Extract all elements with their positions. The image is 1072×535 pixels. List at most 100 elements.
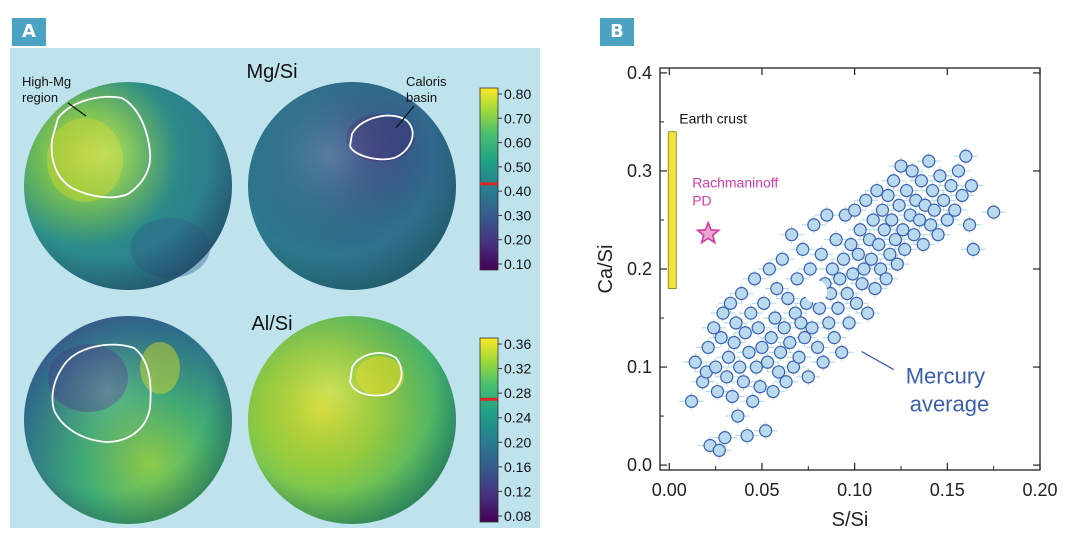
data-point bbox=[772, 365, 786, 379]
data-point bbox=[740, 429, 754, 443]
data-point bbox=[749, 360, 763, 374]
mgsi-colorbar: 0.80 0.70 0.60 0.50 0.40 0.30 0.20 0.10 bbox=[479, 86, 531, 272]
data-point bbox=[766, 384, 780, 399]
caloris-leader bbox=[395, 105, 415, 129]
data-point bbox=[825, 262, 839, 276]
data-point bbox=[736, 375, 751, 389]
data-point bbox=[835, 345, 849, 359]
data-point bbox=[794, 316, 808, 330]
data-point bbox=[775, 252, 789, 266]
data-point bbox=[937, 193, 951, 207]
data-point bbox=[710, 384, 725, 399]
annotation-layer: Mercury average Earth crust Rachmaninoff PD bbox=[667, 111, 990, 417]
element-maps-panel: Mg/Si High-Mg region Caloris basin 0.80 0… bbox=[10, 48, 540, 528]
high-mg-outline bbox=[50, 95, 152, 199]
mgsi-sphere-left bbox=[24, 82, 232, 290]
data-point bbox=[881, 188, 895, 203]
data-point bbox=[896, 223, 910, 237]
data-point bbox=[684, 394, 699, 408]
data-point bbox=[898, 242, 912, 256]
y-axis-label: Ca/Si bbox=[595, 245, 617, 294]
alsi-colorbar-tick-label: 0.12 bbox=[504, 483, 531, 499]
data-point bbox=[892, 198, 906, 212]
data-point bbox=[822, 316, 836, 330]
data-point bbox=[807, 218, 821, 232]
alsi-high-mg-outline bbox=[51, 343, 152, 443]
x-tick-label: 0.15 bbox=[930, 480, 965, 500]
data-point bbox=[861, 306, 875, 320]
data-point bbox=[792, 350, 806, 364]
data-point bbox=[829, 232, 843, 247]
data-point bbox=[872, 237, 886, 252]
data-point bbox=[779, 375, 793, 389]
high-mg-label-line1: High-Mg bbox=[22, 74, 71, 89]
high-mg-leader bbox=[67, 102, 87, 117]
point-layer bbox=[684, 149, 1001, 457]
alsi-colorbar-tick-label: 0.32 bbox=[504, 361, 531, 377]
data-point bbox=[944, 179, 958, 193]
data-point bbox=[725, 389, 739, 404]
data-point bbox=[987, 205, 1001, 219]
mercury-average-leader bbox=[861, 350, 895, 371]
data-point bbox=[914, 174, 928, 188]
alsi-sphere-right bbox=[248, 316, 456, 524]
data-point bbox=[762, 262, 776, 276]
y-tick-label: 0.3 bbox=[627, 161, 652, 181]
data-point bbox=[783, 335, 797, 350]
mercury-average-label-line2: average bbox=[910, 392, 990, 417]
data-point bbox=[940, 213, 954, 227]
data-point bbox=[964, 179, 979, 193]
data-point bbox=[786, 360, 801, 374]
data-point bbox=[709, 360, 723, 374]
data-point bbox=[770, 282, 784, 296]
data-point bbox=[866, 213, 880, 227]
earth-crust-bar bbox=[667, 131, 677, 290]
earth-crust-label: Earth crust bbox=[679, 111, 747, 127]
data-point bbox=[951, 164, 966, 178]
x-tick-label: 0.05 bbox=[744, 480, 779, 500]
rachmaninoff-star bbox=[695, 220, 721, 245]
data-point bbox=[757, 296, 771, 310]
data-point bbox=[966, 242, 980, 256]
high-mg-label-line2: region bbox=[22, 90, 58, 105]
mgsi-sphere-right bbox=[248, 82, 456, 290]
data-point bbox=[755, 340, 769, 355]
panel-b-label: B bbox=[600, 18, 634, 46]
data-point bbox=[955, 188, 969, 203]
caloris-label-line1: Caloris bbox=[406, 74, 447, 89]
alsi-title: Al/Si bbox=[251, 313, 292, 335]
data-point bbox=[734, 286, 749, 301]
data-point bbox=[959, 149, 973, 163]
data-point bbox=[877, 223, 891, 237]
data-point bbox=[805, 321, 819, 335]
data-point bbox=[716, 306, 730, 320]
data-point bbox=[846, 267, 860, 281]
data-point bbox=[747, 272, 762, 286]
data-point bbox=[738, 326, 752, 340]
y-tick-label: 0.2 bbox=[627, 259, 652, 279]
data-point bbox=[962, 218, 977, 232]
x-tick-label: 0.10 bbox=[837, 480, 872, 500]
data-point bbox=[733, 360, 747, 374]
x-tick-label: 0.20 bbox=[1022, 480, 1057, 500]
alsi-caloris-outline bbox=[349, 352, 403, 397]
data-point bbox=[912, 213, 927, 227]
data-point bbox=[731, 409, 745, 423]
data-point bbox=[870, 183, 884, 198]
axis-layer: 0.00 0.05 0.10 0.15 0.20 0.0 0.1 0.2 0.3 0.4 bbox=[627, 63, 1058, 500]
data-point bbox=[916, 237, 930, 252]
data-point bbox=[899, 183, 914, 198]
x-axis-label: S/Si bbox=[832, 509, 869, 531]
data-point bbox=[857, 262, 871, 276]
data-point bbox=[875, 203, 890, 217]
data-point bbox=[742, 345, 756, 359]
data-point bbox=[855, 277, 869, 291]
data-point bbox=[785, 228, 799, 242]
data-point bbox=[753, 380, 767, 394]
data-point bbox=[803, 262, 817, 276]
data-point bbox=[727, 335, 741, 350]
data-point bbox=[868, 282, 882, 296]
data-point bbox=[790, 272, 804, 286]
data-point bbox=[781, 291, 795, 306]
